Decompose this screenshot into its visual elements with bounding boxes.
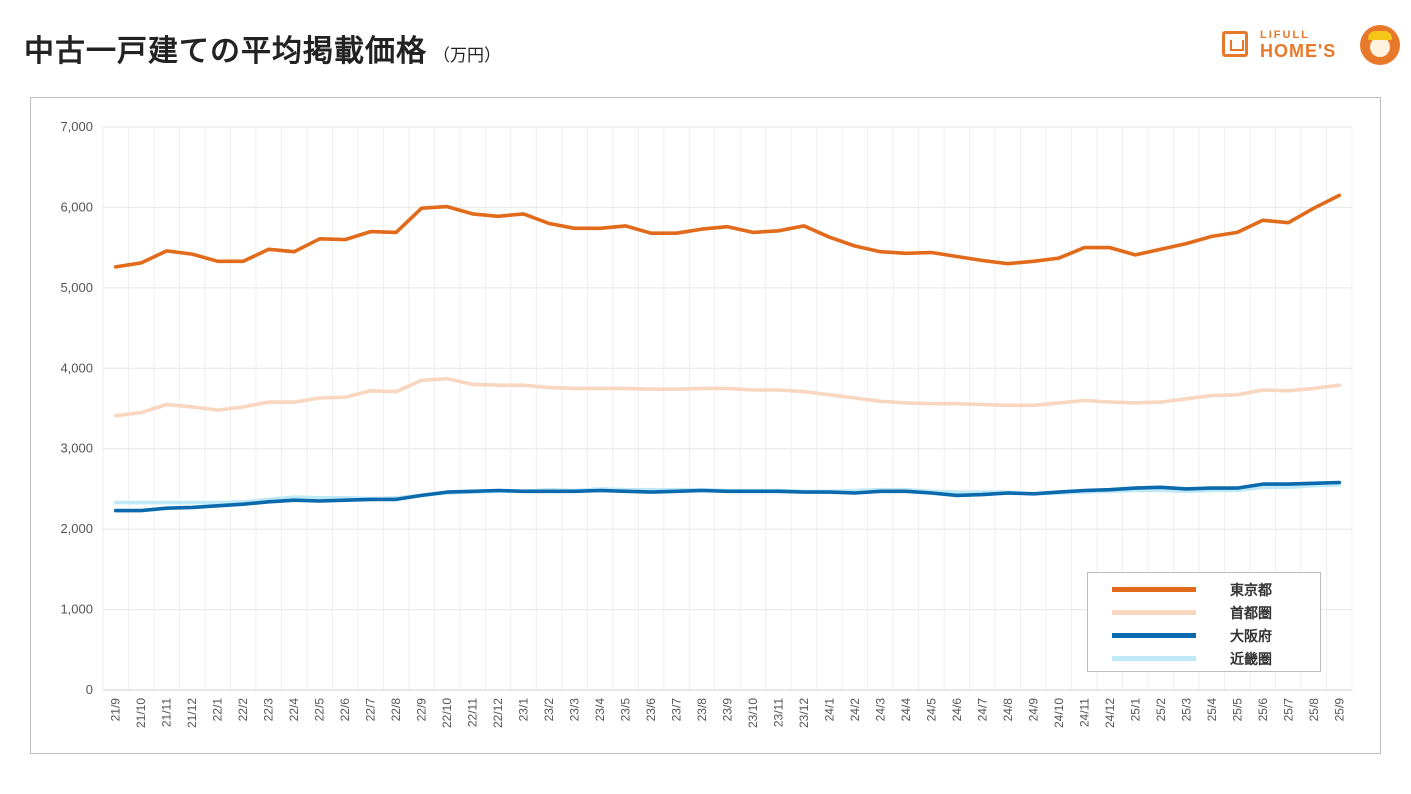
brand-line2: HOME'S — [1260, 41, 1337, 61]
x-tick-label: 23/12 — [797, 698, 811, 728]
legend-item-osaka: 大阪府 — [1112, 625, 1312, 647]
x-tick-label: 22/2 — [236, 698, 250, 722]
y-tick-label: 4,000 — [60, 360, 93, 375]
chart-title-text: 中古一戸建ての平均掲載価格 — [24, 34, 427, 69]
x-tick-label: 21/10 — [134, 698, 148, 728]
x-tick-label: 23/8 — [695, 698, 709, 722]
x-tick-label: 23/9 — [721, 698, 735, 722]
legend: 東京都 首都圏 大阪府 近畿圏 — [1087, 572, 1321, 672]
x-tick-label: 22/5 — [313, 698, 327, 722]
x-tick-label: 25/5 — [1230, 698, 1244, 722]
x-tick-label: 24/12 — [1103, 698, 1117, 728]
y-tick-label: 0 — [86, 682, 93, 697]
x-tick-label: 23/2 — [542, 698, 556, 722]
x-tick-label: 24/8 — [1001, 698, 1015, 722]
x-tick-label: 25/4 — [1205, 698, 1219, 722]
y-tick-label: 3,000 — [60, 441, 93, 456]
legend-swatch-tokyo — [1112, 587, 1196, 592]
x-tick-label: 24/1 — [822, 698, 836, 722]
legend-label: 東京都 — [1230, 583, 1272, 599]
x-tick-label: 24/4 — [899, 698, 913, 722]
legend-swatch-kinki — [1112, 656, 1196, 661]
x-tick-label: 24/3 — [873, 698, 887, 722]
x-tick-label: 24/11 — [1077, 698, 1091, 727]
x-tick-label: 22/7 — [364, 698, 378, 722]
x-tick-label: 22/4 — [287, 698, 301, 722]
series-lines — [113, 193, 1342, 513]
vertical-gridlines — [102, 127, 1353, 690]
legend-item-kinki: 近畿圏 — [1112, 648, 1312, 670]
x-tick-label: 23/5 — [619, 698, 633, 722]
x-tick-label: 24/2 — [848, 698, 862, 722]
y-tick-label: 2,000 — [60, 521, 93, 536]
legend-swatch-shutoken — [1112, 610, 1196, 615]
x-tick-label: 22/9 — [415, 698, 429, 722]
x-tick-label: 23/3 — [568, 698, 582, 722]
series-line-2 — [113, 480, 1342, 513]
x-tick-label: 23/4 — [593, 698, 607, 722]
legend-label: 大阪府 — [1230, 629, 1272, 645]
x-tick-label: 21/11 — [160, 698, 174, 727]
x-tick-label: 25/3 — [1179, 698, 1193, 722]
x-tick-label: 25/7 — [1281, 698, 1295, 722]
mascot-icon — [1360, 25, 1400, 65]
x-tick-label: 23/6 — [644, 698, 658, 722]
y-tick-label: 1,000 — [60, 602, 93, 617]
horizontal-gridlines — [103, 126, 1352, 691]
x-tick-label: 22/10 — [440, 698, 454, 728]
x-tick-label: 21/12 — [185, 698, 199, 728]
x-tick-label: 21/9 — [109, 698, 123, 722]
chart-title: 中古一戸建ての平均掲載価格 （万円） — [24, 26, 501, 70]
x-axis-ticks: 21/9 21/10 21/11 21/12 22/1 22/2 22/3 22/4 22/5 2… — [109, 698, 1347, 728]
legend-label: 首都圏 — [1230, 606, 1272, 622]
x-tick-label: 23/10 — [746, 698, 760, 728]
y-tick-label: 6,000 — [60, 199, 93, 214]
x-tick-label: 24/6 — [950, 698, 964, 722]
x-tick-label: 23/1 — [517, 698, 531, 722]
x-tick-label: 25/9 — [1332, 698, 1346, 722]
x-tick-label: 23/7 — [670, 698, 684, 722]
y-axis-ticks: 0 1,000 2,000 3,000 4,000 5,000 6,000 7,000 — [60, 119, 93, 697]
house-icon — [1222, 31, 1248, 57]
x-tick-label: 22/1 — [211, 698, 225, 722]
x-tick-label: 22/8 — [389, 698, 403, 722]
y-tick-label: 7,000 — [60, 119, 93, 134]
brand-logo: LIFULL HOME'S — [1222, 24, 1402, 66]
x-tick-label: 25/6 — [1256, 698, 1270, 722]
x-tick-label: 22/6 — [338, 698, 352, 722]
brand-line1: LIFULL — [1260, 29, 1310, 41]
series-line-1 — [113, 376, 1342, 418]
series-line-0 — [113, 193, 1342, 269]
x-tick-label: 24/10 — [1052, 698, 1066, 728]
x-tick-label: 23/11 — [771, 698, 785, 727]
x-tick-label: 22/11 — [466, 698, 480, 727]
x-tick-label: 22/3 — [262, 698, 276, 722]
legend-item-tokyo: 東京都 — [1112, 579, 1312, 601]
chart-unit: （万円） — [433, 46, 501, 66]
y-tick-label: 5,000 — [60, 280, 93, 295]
legend-label: 近畿圏 — [1230, 652, 1272, 668]
x-tick-label: 24/7 — [975, 698, 989, 722]
x-tick-label: 25/1 — [1128, 698, 1142, 722]
x-tick-label: 25/8 — [1307, 698, 1321, 722]
x-tick-label: 24/9 — [1026, 698, 1040, 722]
legend-swatch-osaka — [1112, 633, 1196, 638]
legend-item-shutoken: 首都圏 — [1112, 602, 1312, 624]
x-tick-label: 25/2 — [1154, 698, 1168, 722]
x-tick-label: 22/12 — [491, 698, 505, 728]
x-tick-label: 24/5 — [924, 698, 938, 722]
